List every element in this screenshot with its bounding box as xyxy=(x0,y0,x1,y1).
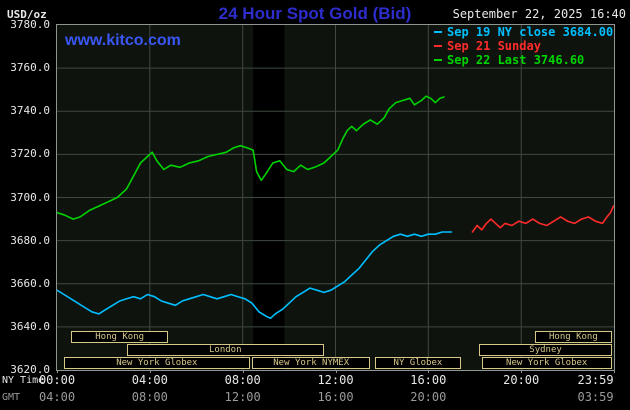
legend-line-marker xyxy=(434,31,442,33)
x-axis-tick xyxy=(335,370,337,373)
legend-line-marker xyxy=(434,45,442,47)
y-axis-label: 3680.0 xyxy=(10,234,50,247)
x-axis-label: 20:00 xyxy=(503,373,540,387)
x-axis-label: 23:59 xyxy=(577,373,614,387)
y-axis-label: 3660.0 xyxy=(10,277,50,290)
x-axis-label: 12:00 xyxy=(224,390,261,404)
market-session-sydney: Sydney xyxy=(479,344,612,356)
timestamp: September 22, 2025 16:40 xyxy=(452,7,626,21)
series-line-sep-21-sunday xyxy=(471,205,614,233)
page-title: 24 Hour Spot Gold (Bid) xyxy=(218,4,412,23)
y-axis-unit-label: USD/oz xyxy=(7,8,47,21)
x-axis-row-name: NY Time xyxy=(2,375,45,386)
x-axis-label: 04:00 xyxy=(38,390,76,404)
legend-item: Sep 22 Last 3746.60 xyxy=(434,53,613,67)
market-session-hong-kong: Hong Kong xyxy=(535,331,612,343)
plot-area: www.kitco.com Hong Kong Hong Kong London Sy… xyxy=(56,24,615,371)
market-session-new-york-globex: New York Globex xyxy=(481,357,612,369)
market-session-new-york-nymex: New York NYMEX xyxy=(252,357,371,369)
x-axis-tick xyxy=(521,370,523,373)
legend: Sep 19 NY close 3684.00 Sep 21 Sunday Sep … xyxy=(434,25,613,67)
x-axis-label: 16:00 xyxy=(317,390,354,404)
market-session-hong-kong: Hong Kong xyxy=(70,331,169,343)
legend-item: Sep 19 NY close 3684.00 xyxy=(434,25,613,39)
legend-label: Sep 19 NY close 3684.00 xyxy=(447,25,614,39)
y-axis-label: 3720.0 xyxy=(10,147,50,160)
x-axis-label: 16:00 xyxy=(410,373,447,387)
x-axis-tick xyxy=(57,370,58,373)
market-session-new-york-globex: New York Globex xyxy=(64,357,250,369)
x-axis-tick xyxy=(242,370,244,373)
y-axis-label: 3740.0 xyxy=(10,104,50,117)
y-axis-label: 3780.0 xyxy=(10,18,50,31)
x-axis-tick xyxy=(149,370,151,373)
x-axis-label: 08:00 xyxy=(224,373,261,387)
market-session-london: London xyxy=(126,344,324,356)
legend-label: Sep 21 Sunday xyxy=(447,39,541,53)
y-axis-label: 3700.0 xyxy=(10,191,50,204)
x-axis-label: 08:00 xyxy=(131,390,168,404)
series-line-sep-22-last-3746-60 xyxy=(57,95,445,220)
market-session-ny-globex: NY Globex xyxy=(375,357,461,369)
x-axis-tick xyxy=(613,370,615,373)
x-axis-row-name: GMT xyxy=(2,392,21,403)
series-line-sep-19-ny-close-3684-00 xyxy=(57,231,453,320)
x-axis-label: 04:00 xyxy=(131,373,168,387)
y-axis-label: 3640.0 xyxy=(10,320,50,333)
x-axis-label: 03:59 xyxy=(577,390,614,404)
y-axis-label: 3760.0 xyxy=(10,61,50,74)
legend-line-marker xyxy=(434,59,442,61)
plot-canvas xyxy=(57,25,614,370)
x-axis-label: 12:00 xyxy=(317,373,354,387)
kitco-watermark-link[interactable]: www.kitco.com xyxy=(65,32,181,49)
x-axis-label: 00:00 xyxy=(38,373,76,387)
y-axis-label: 3620.0 xyxy=(10,363,50,376)
x-axis-tick xyxy=(428,370,430,373)
legend-label: Sep 22 Last 3746.60 xyxy=(447,53,585,67)
legend-item: Sep 21 Sunday xyxy=(434,39,613,53)
x-axis-label: 20:00 xyxy=(410,390,447,404)
